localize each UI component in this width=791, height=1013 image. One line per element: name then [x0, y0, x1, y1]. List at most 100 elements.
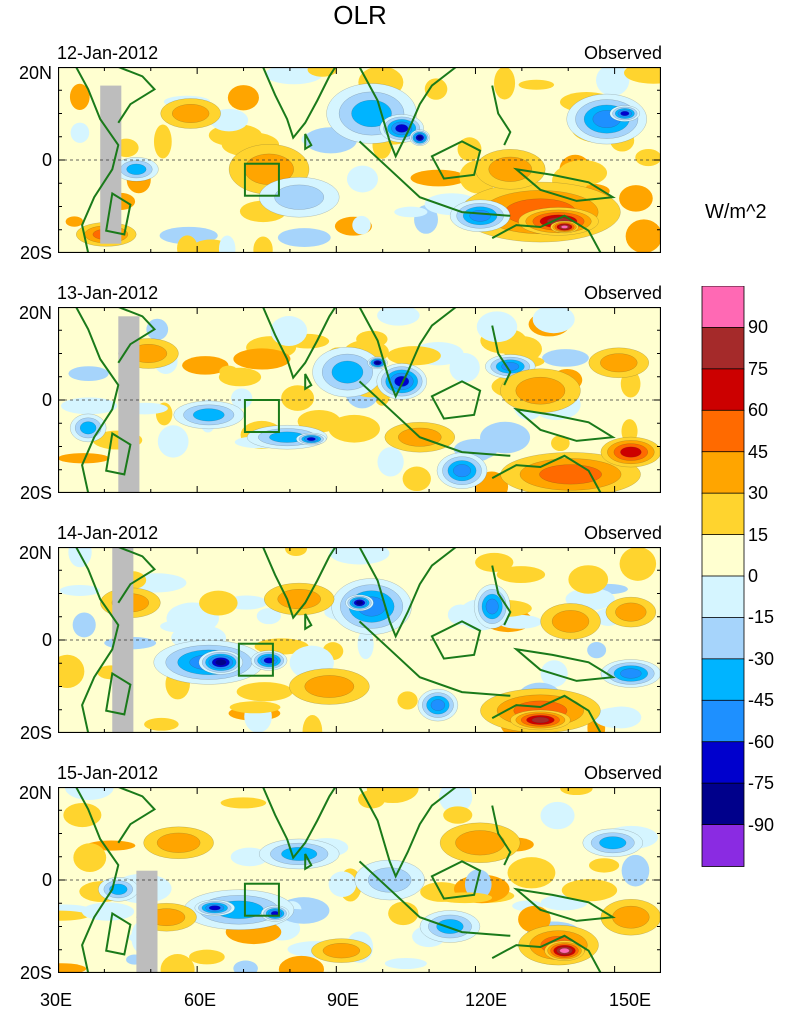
olr-anomaly-patch — [189, 949, 225, 965]
panel-label: Observed — [583, 763, 662, 783]
map-panel: 12-Jan-2012 Observed 20N 0 20S — [0, 42, 680, 282]
coastline — [512, 647, 616, 682]
olr-anomaly-patch — [352, 215, 371, 235]
colorbar-swatch — [701, 782, 745, 826]
colorbar-label: 0 — [748, 566, 759, 586]
missing-data-region — [136, 870, 158, 973]
olr-anomaly-contour — [395, 124, 409, 133]
olr-anomaly-patch — [59, 584, 101, 596]
olr-anomaly-patch — [81, 902, 135, 921]
olr-anomaly-patch — [624, 67, 661, 84]
coastline — [430, 380, 482, 420]
olr-anomaly-patch — [397, 691, 418, 710]
y-label-equator: 0 — [41, 870, 52, 890]
olr-anomaly-contour — [79, 421, 97, 435]
panel-date: 12-Jan-2012 — [57, 43, 159, 63]
olr-anomaly-contour — [208, 905, 221, 911]
colorbar — [701, 286, 745, 867]
colorbar-swatch — [701, 327, 745, 370]
coastline — [262, 547, 337, 620]
olr-map — [58, 547, 661, 733]
olr-anomaly-contour — [551, 610, 590, 633]
panel-label: Observed — [583, 523, 662, 543]
coastline — [358, 547, 457, 639]
olr-anomaly-patch — [285, 547, 308, 557]
coastline — [75, 67, 120, 253]
olr-anomaly-contour — [559, 948, 570, 954]
olr-anomaly-contour — [355, 600, 364, 605]
map-panel: 14-Jan-2012 Observed 20N 0 20S — [0, 522, 680, 762]
coastline — [491, 214, 602, 253]
olr-anomaly-contour — [304, 675, 355, 698]
map-panel: 15-Jan-2012 Observed 20N 0 20S — [0, 762, 680, 1002]
coastline — [262, 787, 337, 860]
coastline — [358, 307, 457, 399]
olr-anomaly-patch — [551, 435, 570, 452]
y-label-north: 20N — [18, 783, 52, 803]
coastline — [75, 547, 120, 733]
y-label-north: 20N — [18, 63, 52, 83]
olr-anomaly-patch — [542, 349, 589, 367]
region-box — [243, 882, 280, 917]
olr-anomaly-contour — [274, 184, 324, 210]
olr-anomaly-contour — [351, 100, 392, 127]
colorbar-label: -75 — [748, 773, 775, 794]
colorbar-label: 75 — [748, 358, 769, 379]
olr-anomaly-patch — [596, 67, 630, 97]
olr-anomaly-patch — [146, 318, 169, 341]
olr-anomaly-patch — [281, 385, 315, 411]
olr-anomaly-contour — [620, 446, 642, 458]
colorbar-unit: W/m^2 — [705, 201, 767, 223]
olr-map — [58, 787, 661, 973]
y-label-north: 20N — [18, 303, 52, 323]
coastline — [512, 167, 616, 202]
olr-anomaly-patch — [357, 629, 374, 660]
coastline — [491, 454, 602, 493]
region-box — [243, 399, 280, 433]
region-box — [237, 642, 274, 677]
x-label: 60E — [183, 990, 217, 1010]
olr-anomaly-patch — [497, 614, 543, 629]
colorbar-label: -90 — [748, 814, 775, 835]
olr-anomaly-patch — [464, 869, 492, 900]
olr-anomaly-contour — [322, 943, 361, 959]
coastline — [105, 671, 132, 716]
olr-anomaly-patch — [518, 905, 551, 933]
olr-anomaly-contour — [453, 464, 471, 478]
coastline — [491, 805, 512, 866]
coastline — [358, 140, 511, 217]
olr-anomaly-patch — [384, 958, 427, 970]
x-label: 150E — [608, 990, 652, 1010]
olr-anomaly-patch — [449, 353, 480, 383]
y-label-south: 20S — [19, 243, 52, 263]
coastline — [262, 67, 337, 140]
olr-anomaly-patch — [388, 901, 419, 926]
coastline — [358, 67, 457, 159]
missing-data-region — [112, 547, 134, 733]
coastline — [75, 307, 120, 493]
olr-anomaly-patch — [507, 857, 556, 889]
olr-anomaly-contour — [539, 464, 602, 485]
olr-anomaly-patch — [153, 124, 172, 159]
olr-anomaly-patch — [621, 854, 650, 887]
olr-anomaly-patch — [328, 871, 357, 897]
coastline — [117, 547, 157, 604]
olr-anomaly-patch — [443, 806, 473, 824]
coastline — [105, 911, 132, 956]
olr-anomaly-patch — [329, 547, 390, 565]
y-label-south: 20S — [19, 483, 52, 503]
coastline — [105, 431, 132, 476]
coastline — [117, 307, 157, 364]
olr-anomaly-patch — [58, 453, 110, 464]
colorbar-swatch — [701, 492, 745, 536]
coastline — [304, 133, 313, 151]
olr-anomaly-contour — [430, 699, 445, 711]
colorbar-swatch — [701, 286, 745, 329]
olr-anomaly-patch — [588, 858, 620, 873]
olr-anomaly-patch — [635, 149, 661, 167]
coastline — [358, 380, 511, 457]
olr-anomaly-patch — [377, 307, 420, 326]
olr-anomaly-patch — [157, 425, 189, 458]
colorbar-label: 60 — [748, 400, 769, 421]
olr-anomaly-patch — [256, 608, 281, 625]
